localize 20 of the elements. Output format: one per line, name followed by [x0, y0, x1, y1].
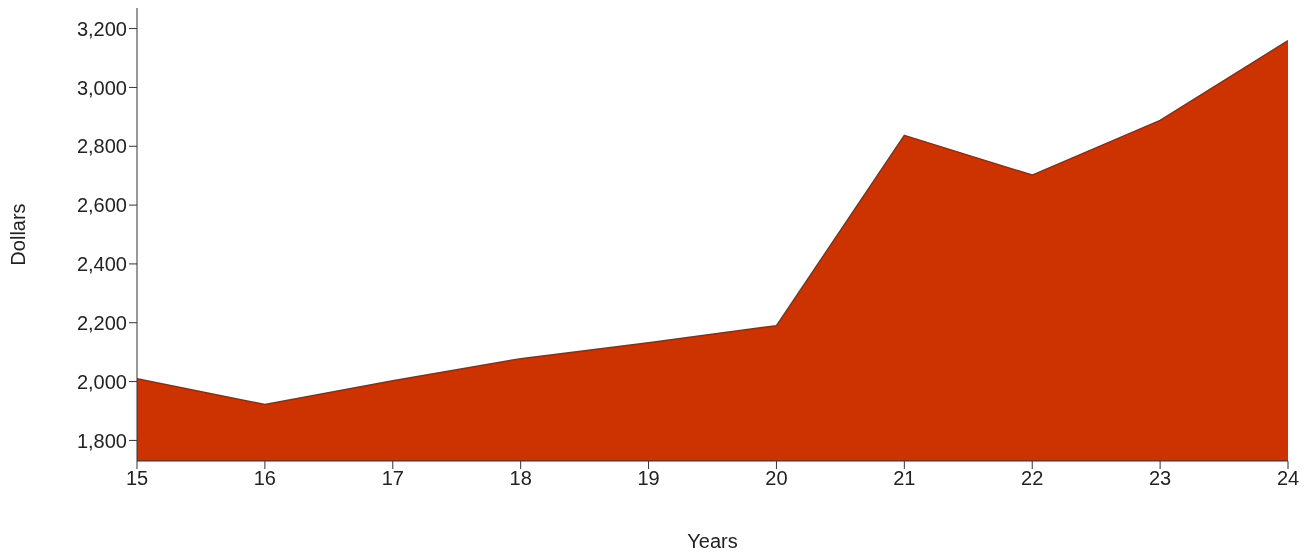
y-axis-title: Dollars [7, 203, 30, 266]
x-tick-label: 19 [637, 467, 660, 490]
y-tick-label: 3,000 [76, 76, 127, 99]
x-tick-label: 23 [1148, 467, 1172, 490]
y-tick-label: 1,800 [76, 429, 127, 452]
y-tick-label: 2,400 [76, 253, 127, 276]
y-tick-label: 2,600 [76, 194, 127, 217]
x-axis-title: Years [687, 530, 738, 552]
x-tick-label: 15 [125, 467, 149, 490]
y-tick-label: 2,800 [76, 135, 127, 158]
x-tick-label: 16 [253, 467, 277, 490]
y-tick-label: 3,200 [76, 17, 127, 40]
y-tick-label: 2,000 [76, 370, 127, 393]
y-tick-label: 2,200 [76, 311, 127, 334]
x-tick-label: 21 [893, 467, 916, 490]
x-tick-label: 17 [381, 467, 404, 490]
x-tick-label: 24 [1276, 467, 1300, 490]
x-tick-label: 22 [1021, 467, 1044, 490]
x-tick-label: 18 [509, 467, 532, 490]
x-tick-label: 20 [765, 467, 788, 490]
